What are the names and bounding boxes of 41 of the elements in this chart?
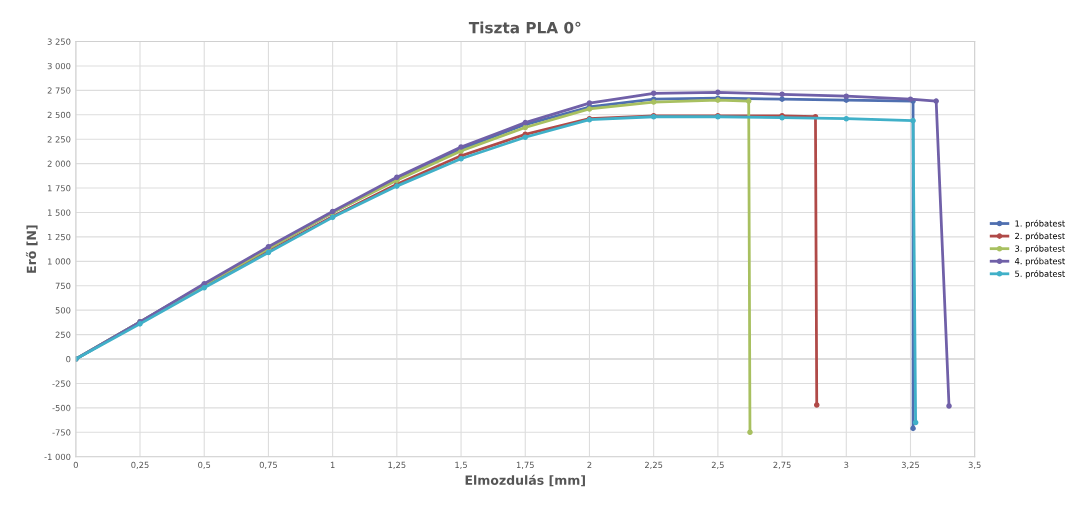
x-tick-label: 2,75 <box>773 461 791 469</box>
y-tick-label: 1 250 <box>48 233 71 241</box>
legend-label: 3. próbatest <box>1015 244 1065 254</box>
y-tick-label: 1 750 <box>48 185 71 192</box>
x-tick-label: 3 <box>844 461 849 469</box>
y-tick-label: 0 <box>66 356 71 363</box>
y-tick-label: 2 000 <box>47 160 71 167</box>
y-tick-label: 500 <box>55 307 71 314</box>
x-tick-label: 0,75 <box>259 461 277 469</box>
legend-label: 4. próbatest <box>1014 257 1065 266</box>
y-tick-label: -1 000 <box>44 453 71 460</box>
y-tick-label: -750 <box>52 429 71 436</box>
x-tick-label: 1 <box>330 461 335 468</box>
legend-label: 1. próbatest <box>1015 219 1065 229</box>
x-tick-label: 3,5 <box>968 461 981 469</box>
y-tick-label: -250 <box>52 380 71 387</box>
x-tick-label: 2,5 <box>711 461 724 469</box>
legend-label: 2. próbatest <box>1015 232 1065 241</box>
y-tick-label: 2 250 <box>47 136 71 143</box>
x-axis-title: Elmozdulás [mm] <box>465 474 585 487</box>
y-tick-label: -500 <box>52 404 71 412</box>
y-tick-label: 1 000 <box>48 258 71 265</box>
y-tick-label: 2 500 <box>47 111 71 119</box>
x-tick-label: 3,25 <box>901 461 920 469</box>
y-tick-label: 1 500 <box>48 209 71 216</box>
legend-label: 5. próbatest <box>1015 270 1065 279</box>
x-tick-label: 2 <box>587 461 592 468</box>
y-tick-label: 250 <box>55 331 71 338</box>
x-tick-label: 0,25 <box>131 461 149 469</box>
y-axis-title: Erő [N] <box>25 225 38 273</box>
x-tick-label: 1,75 <box>516 461 534 469</box>
y-tick-label: 2 750 <box>47 87 71 94</box>
x-tick-label: 2,25 <box>645 461 663 469</box>
x-tick-label: 0 <box>73 461 78 469</box>
x-tick-label: 1,5 <box>455 461 467 469</box>
x-tick-label: 0,5 <box>198 461 211 469</box>
chart-title: Tiszta PLA 0° <box>468 21 581 34</box>
y-tick-label: 3 250 <box>47 38 71 45</box>
y-tick-label: 750 <box>55 282 71 290</box>
y-tick-label: 3 000 <box>47 62 71 70</box>
x-tick-label: 1,25 <box>388 461 406 469</box>
